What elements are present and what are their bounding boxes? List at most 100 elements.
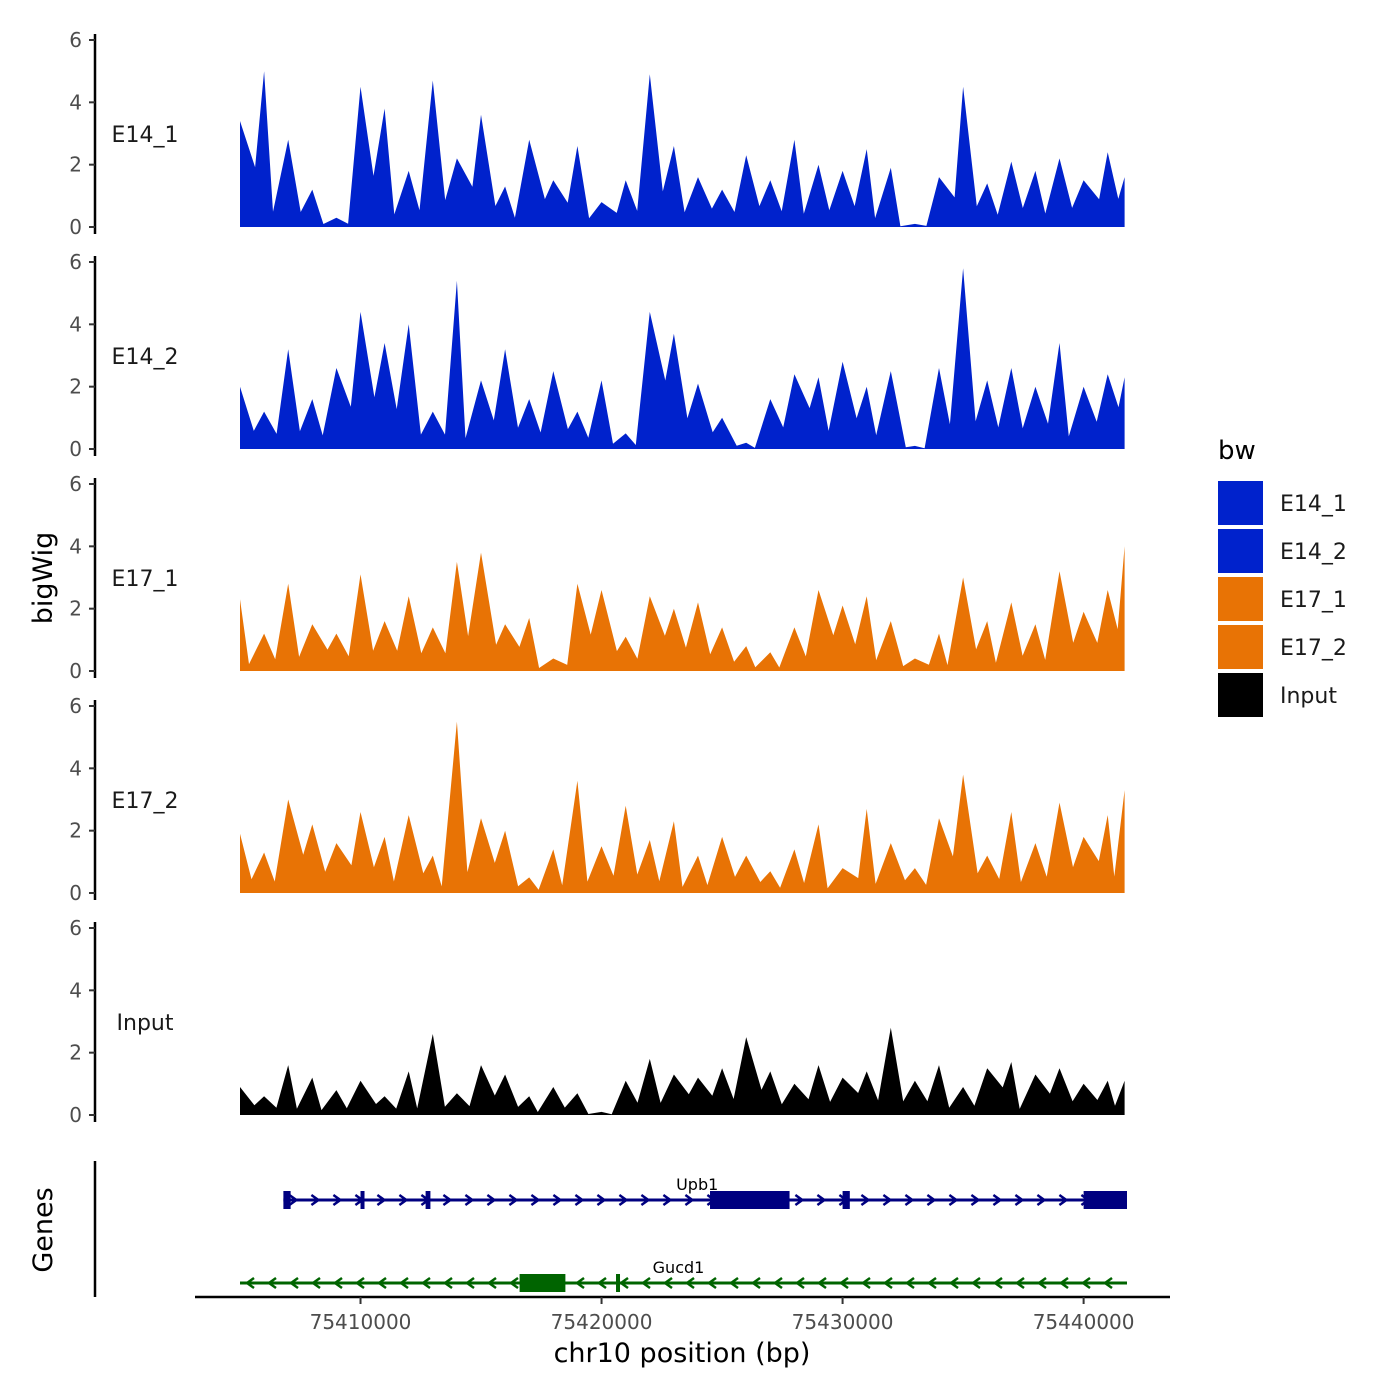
strand-arrow [926, 1276, 937, 1290]
strand-arrow [640, 1276, 651, 1290]
y-tick-label: 4 [69, 756, 82, 780]
legend-swatch [1218, 625, 1263, 669]
gene-gucd1: Gucd1 [240, 1258, 1127, 1292]
track-panel-input: 0 2 4 6 Input [69, 916, 1125, 1127]
strand-arrow [816, 1193, 827, 1207]
strand-arrow [662, 1193, 673, 1207]
y-tick-label: 0 [69, 1103, 82, 1127]
y-tick-label: 0 [69, 437, 82, 461]
strand-arrow [970, 1276, 981, 1290]
y-tick-label: 6 [69, 28, 82, 52]
x-tick-label: 75430000 [792, 1310, 894, 1334]
strand-arrow [1080, 1276, 1091, 1290]
strand-arrow [706, 1276, 717, 1290]
strand-arrow [948, 1193, 959, 1207]
strand-arrow [992, 1193, 1003, 1207]
track-label: E14_2 [112, 345, 179, 370]
track-panel-e17-1: 0 2 4 6 E17_1 [69, 472, 1125, 683]
legend-entry-label: E17_1 [1280, 588, 1347, 613]
y-tick-label: 2 [69, 597, 82, 621]
strand-arrow [310, 1193, 321, 1207]
strand-arrow [376, 1276, 387, 1290]
strand-arrow [1058, 1276, 1069, 1290]
legend-title: bw [1218, 436, 1256, 466]
strand-arrow [354, 1276, 365, 1290]
gene-exon [616, 1274, 621, 1292]
y-tick-label: 6 [69, 472, 82, 496]
strand-arrow [508, 1276, 519, 1290]
strand-arrow [332, 1276, 343, 1290]
gene-exon [842, 1191, 850, 1209]
gene-upb1: Upb1 [283, 1175, 1127, 1209]
strand-arrow [244, 1276, 255, 1290]
y-tick-label: 0 [69, 215, 82, 239]
strand-arrow [926, 1193, 937, 1207]
coverage-area-e17-2 [240, 721, 1125, 893]
legend-swatch [1218, 577, 1263, 621]
strand-arrow [1014, 1276, 1025, 1290]
strand-arrow [860, 1193, 871, 1207]
track-panel-e17-2: 0 2 4 6 E17_2 [69, 694, 1125, 905]
gene-exon [360, 1191, 365, 1209]
strand-arrow [310, 1276, 321, 1290]
genes-panel-title: Genes [28, 1187, 59, 1272]
y-tick-label: 6 [69, 916, 82, 940]
strand-arrow [618, 1276, 629, 1290]
y-tick-label: 4 [69, 534, 82, 558]
coverage-area-e14-2 [240, 268, 1125, 449]
y-tick-label: 2 [69, 1041, 82, 1065]
strand-arrow [750, 1276, 761, 1290]
track-panel-e14-1: 0 2 4 6 E14_1 [69, 28, 1125, 239]
y-tick-label: 4 [69, 312, 82, 336]
track-label: E17_2 [112, 789, 179, 814]
y-tick-label: 0 [69, 881, 82, 905]
y-tick-label: 2 [69, 153, 82, 177]
coverage-area-input [240, 1027, 1125, 1115]
strand-arrow [1036, 1193, 1047, 1207]
y-tick-label: 4 [69, 90, 82, 114]
gene-exon [1083, 1191, 1127, 1209]
strand-arrow [882, 1193, 893, 1207]
y-tick-label: 6 [69, 250, 82, 274]
strand-arrow [1058, 1193, 1069, 1207]
legend: bw E14_1 E14_2 E17_1 E17_2 Input [1218, 436, 1347, 717]
strand-arrow [728, 1276, 739, 1290]
legend-swatch [1218, 481, 1263, 525]
strand-arrow [838, 1276, 849, 1290]
strand-arrow [596, 1276, 607, 1290]
coverage-area-e14-1 [240, 71, 1125, 227]
y-tick-label: 2 [69, 375, 82, 399]
legend-swatch [1218, 673, 1263, 717]
x-tick-label: 75410000 [310, 1310, 412, 1334]
strand-arrow [398, 1276, 409, 1290]
strand-arrow [486, 1276, 497, 1290]
track-label: E14_1 [112, 123, 179, 148]
strand-arrow [772, 1276, 783, 1290]
gene-exon [519, 1274, 566, 1292]
legend-entry-label: E14_1 [1280, 492, 1347, 517]
strand-arrow [574, 1193, 585, 1207]
strand-arrow [332, 1193, 343, 1207]
strand-arrow [398, 1193, 409, 1207]
strand-arrow [904, 1193, 915, 1207]
strand-arrow [904, 1276, 915, 1290]
strand-arrow [816, 1276, 827, 1290]
gene-name-label: Upb1 [676, 1175, 718, 1194]
x-axis: 75410000 75420000 75430000 75440000 [195, 1295, 1170, 1334]
coverage-area-e17-1 [240, 546, 1125, 671]
strand-arrow [288, 1276, 299, 1290]
strand-arrow [684, 1276, 695, 1290]
strand-arrow [948, 1276, 959, 1290]
track-label: E17_1 [112, 567, 179, 592]
y-tick-label: 0 [69, 659, 82, 683]
strand-arrow [508, 1193, 519, 1207]
gene-track: Upb1 Gucd1 [240, 1175, 1127, 1292]
strand-arrow [288, 1193, 299, 1207]
legend-entry-label: Input [1280, 684, 1337, 709]
strand-arrow [266, 1276, 277, 1290]
strand-arrow [420, 1276, 431, 1290]
strand-arrow [442, 1193, 453, 1207]
strand-arrow [552, 1193, 563, 1207]
strand-arrow [596, 1193, 607, 1207]
